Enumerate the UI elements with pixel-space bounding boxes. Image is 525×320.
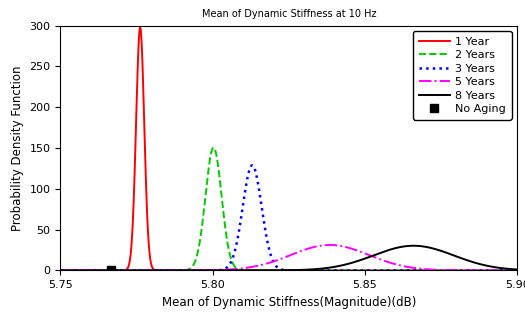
1 Year <box>136 28 143 32</box>
3 Years <box>109 268 116 272</box>
5 Years <box>514 268 520 272</box>
5 Years <box>505 268 511 272</box>
5 Years <box>252 264 258 268</box>
2 Years <box>109 268 116 272</box>
8 Years <box>411 244 417 248</box>
2 Years <box>514 268 520 272</box>
1 Year <box>109 268 116 272</box>
5 Years <box>136 268 143 272</box>
Legend: 1 Year, 2 Years, 3 Years, 5 Years, 8 Years, No Aging: 1 Year, 2 Years, 3 Years, 5 Years, 8 Yea… <box>413 31 511 120</box>
1 Year <box>514 268 520 272</box>
1 Year <box>253 268 259 272</box>
8 Years <box>456 255 462 259</box>
8 Years <box>505 267 511 271</box>
8 Years <box>136 268 143 272</box>
2 Years <box>233 266 239 269</box>
Line: 5 Years: 5 Years <box>60 245 517 270</box>
Y-axis label: Probability Density Function: Probability Density Function <box>11 65 24 231</box>
Line: 1 Year: 1 Year <box>60 28 517 270</box>
Line: 2 Years: 2 Years <box>60 148 517 270</box>
8 Years <box>252 268 258 272</box>
1 Year <box>233 268 239 272</box>
3 Years <box>456 268 462 272</box>
8 Years <box>514 268 520 271</box>
3 Years <box>253 170 259 173</box>
3 Years <box>249 164 256 167</box>
1 Year <box>137 26 143 29</box>
3 Years <box>233 246 239 250</box>
1 Year <box>57 268 64 272</box>
2 Years <box>211 146 217 149</box>
8 Years <box>233 268 239 272</box>
3 Years <box>505 268 511 272</box>
2 Years <box>456 268 462 272</box>
1 Year <box>505 268 511 272</box>
1 Year <box>456 268 463 272</box>
5 Years <box>109 268 116 272</box>
Line: 3 Years: 3 Years <box>60 165 517 270</box>
2 Years <box>57 268 64 272</box>
5 Years <box>233 267 239 271</box>
3 Years <box>136 268 143 272</box>
X-axis label: Mean of Dynamic Stiffness(Magnitude)(dB): Mean of Dynamic Stiffness(Magnitude)(dB) <box>162 296 416 309</box>
5 Years <box>456 268 462 272</box>
8 Years <box>57 268 64 272</box>
8 Years <box>109 268 116 272</box>
Title: Mean of Dynamic Stiffness at 10 Hz: Mean of Dynamic Stiffness at 10 Hz <box>202 9 376 19</box>
Line: 8 Years: 8 Years <box>60 246 517 270</box>
5 Years <box>327 243 333 247</box>
2 Years <box>505 268 511 272</box>
1 Year <box>295 268 301 272</box>
5 Years <box>57 268 64 272</box>
2 Years <box>136 268 143 272</box>
2 Years <box>253 268 259 272</box>
3 Years <box>57 268 64 272</box>
3 Years <box>514 268 520 272</box>
